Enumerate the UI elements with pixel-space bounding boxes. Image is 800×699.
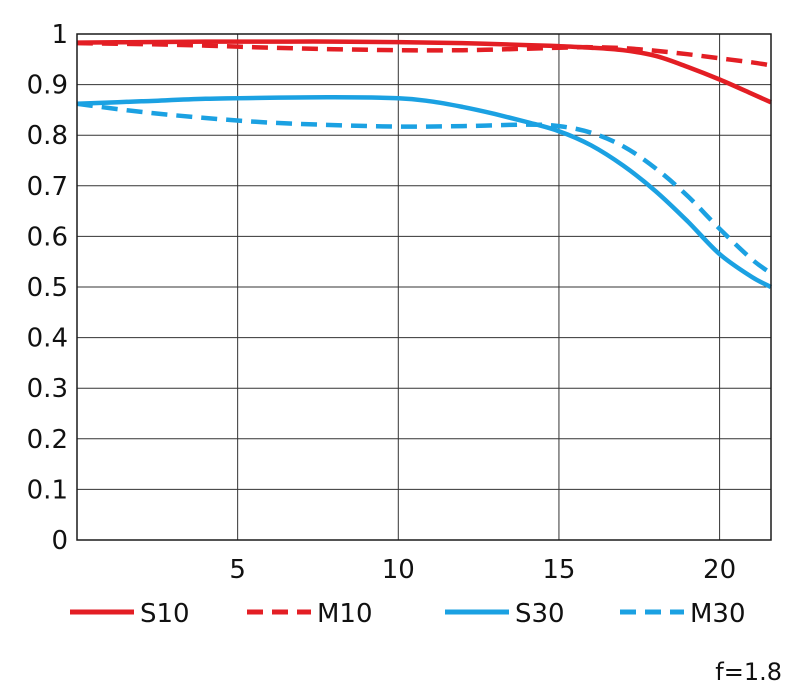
legend: S10 M10 S30 M30 <box>70 599 746 629</box>
y-tick-label: 0.4 <box>27 324 68 354</box>
x-tick-label: 20 <box>703 555 736 585</box>
y-axis: 0 0.1 0.2 0.3 0.4 0.5 0.6 0.7 0.8 0.9 1 <box>27 20 68 556</box>
plot-frame <box>76 33 772 541</box>
aperture-label: f=1.8 <box>715 658 782 686</box>
series-line-s10 <box>76 39 772 105</box>
y-tick-label: 0.6 <box>27 222 68 252</box>
y-tick-label: 0.3 <box>27 374 68 404</box>
legend-label-m10: M10 <box>317 599 373 629</box>
grid <box>77 33 771 541</box>
y-tick-label: 0.2 <box>27 425 68 455</box>
x-tick-label: 10 <box>382 555 415 585</box>
y-tick-label: 0.5 <box>27 273 68 303</box>
x-axis: 5 10 15 20 <box>229 555 736 585</box>
y-tick-label: 0.1 <box>27 475 68 505</box>
x-tick-label: 5 <box>229 555 246 585</box>
series-line-m30 <box>76 101 773 276</box>
legend-label-m30: M30 <box>690 599 746 629</box>
y-tick-label: 0.9 <box>27 71 68 101</box>
legend-label-s30: S30 <box>515 599 565 629</box>
legend-label-s10: S10 <box>140 599 190 629</box>
y-tick-label: 0 <box>51 526 68 556</box>
y-tick-label: 1 <box>51 20 68 50</box>
series-line-s30 <box>76 95 773 290</box>
x-tick-label: 15 <box>542 555 575 585</box>
plot-area <box>76 39 773 290</box>
y-tick-label: 0.7 <box>27 172 68 202</box>
series-line-m10 <box>76 40 772 68</box>
y-tick-label: 0.8 <box>27 121 68 151</box>
